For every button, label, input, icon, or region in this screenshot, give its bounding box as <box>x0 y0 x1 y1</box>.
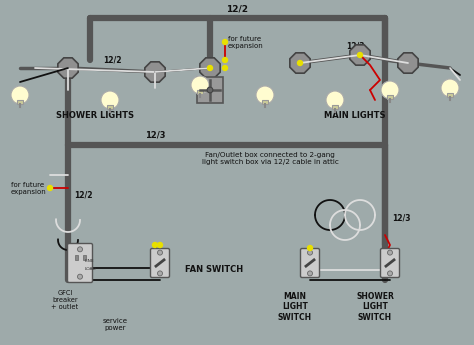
Circle shape <box>388 250 392 255</box>
Circle shape <box>388 271 392 276</box>
Circle shape <box>153 243 157 247</box>
Bar <box>82 255 85 260</box>
Bar <box>107 105 113 109</box>
Circle shape <box>47 186 53 190</box>
Polygon shape <box>350 45 370 65</box>
Bar <box>197 90 203 95</box>
Polygon shape <box>145 62 165 82</box>
FancyBboxPatch shape <box>301 248 319 277</box>
Circle shape <box>222 66 228 70</box>
Text: 12/3: 12/3 <box>392 214 410 223</box>
Text: MAIN
LIGHT
SWITCH: MAIN LIGHT SWITCH <box>278 292 312 322</box>
Circle shape <box>308 250 312 255</box>
Circle shape <box>101 91 119 109</box>
Polygon shape <box>290 53 310 73</box>
Circle shape <box>207 87 213 93</box>
Circle shape <box>191 76 209 94</box>
Circle shape <box>78 247 82 252</box>
Text: GFCI
breaker
+ outlet: GFCI breaker + outlet <box>52 290 79 310</box>
Bar <box>17 100 23 105</box>
Text: MAIN LIGHTS: MAIN LIGHTS <box>324 110 386 119</box>
Circle shape <box>208 66 212 70</box>
Bar <box>74 255 78 260</box>
Text: for future
expansion: for future expansion <box>227 36 263 49</box>
Circle shape <box>157 271 163 276</box>
Circle shape <box>298 60 302 66</box>
Text: Fan/Outlet box connected to 2-gang
light switch box via 12/2 cable in attic: Fan/Outlet box connected to 2-gang light… <box>201 152 338 165</box>
Polygon shape <box>398 53 418 73</box>
Text: SHOWER
LIGHT
SWITCH: SHOWER LIGHT SWITCH <box>356 292 394 322</box>
Text: LOAD: LOAD <box>85 267 97 271</box>
Circle shape <box>222 58 228 62</box>
Circle shape <box>157 250 163 255</box>
Polygon shape <box>58 58 78 78</box>
Text: service
power: service power <box>102 318 128 331</box>
Bar <box>332 105 338 109</box>
Circle shape <box>308 271 312 276</box>
Circle shape <box>11 86 29 104</box>
Text: 12/2: 12/2 <box>74 190 92 199</box>
Text: SHOWER LIGHTS: SHOWER LIGHTS <box>56 110 134 119</box>
Circle shape <box>308 246 312 250</box>
Bar <box>262 100 268 105</box>
FancyBboxPatch shape <box>381 248 400 277</box>
Circle shape <box>381 81 399 99</box>
Text: for future
expansion: for future expansion <box>10 181 46 195</box>
Circle shape <box>326 91 344 109</box>
Text: 12/2: 12/2 <box>103 55 121 64</box>
Text: 12/3: 12/3 <box>145 130 165 139</box>
FancyBboxPatch shape <box>67 244 92 283</box>
Circle shape <box>222 39 228 45</box>
Circle shape <box>157 243 163 247</box>
FancyBboxPatch shape <box>151 248 170 277</box>
Circle shape <box>441 79 459 97</box>
Bar <box>447 93 453 97</box>
Bar <box>197 77 223 103</box>
Circle shape <box>256 86 274 104</box>
Circle shape <box>357 52 363 58</box>
Text: LINE: LINE <box>85 259 95 263</box>
Bar <box>387 95 393 99</box>
Text: 12/2: 12/2 <box>226 4 248 13</box>
Text: FAN SWITCH: FAN SWITCH <box>185 266 243 275</box>
Polygon shape <box>200 58 220 78</box>
Text: 12/3: 12/3 <box>346 41 364 50</box>
Circle shape <box>78 274 82 279</box>
